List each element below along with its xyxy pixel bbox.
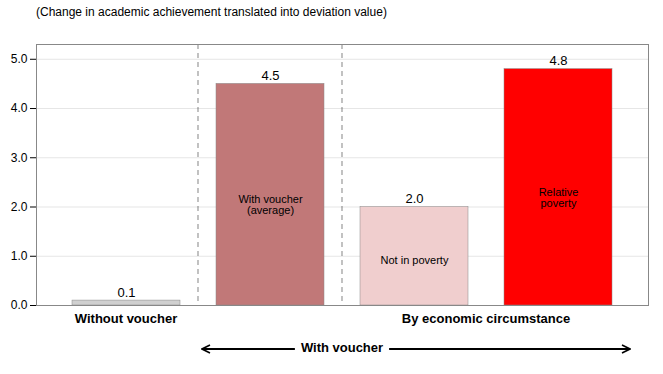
html-text:(Change in academic achievemen: (Change in academic achievement translat… — [36, 5, 387, 19]
svg-text:4.0: 4.0 — [11, 101, 28, 115]
svg-text:0.1: 0.1 — [117, 285, 135, 300]
svg-text:3.0: 3.0 — [11, 151, 28, 165]
svg-text:Without voucher: Without voucher — [75, 311, 177, 326]
svg-text:1.0: 1.0 — [11, 249, 28, 263]
svg-text:4.8: 4.8 — [549, 53, 567, 68]
svg-text:With voucher(average): With voucher(average) — [238, 193, 303, 216]
svg-text:Relativepoverty: Relativepoverty — [539, 186, 579, 209]
svg-text:0.0: 0.0 — [11, 298, 28, 312]
svg-text:4.5: 4.5 — [261, 68, 279, 83]
svg-text:5.0: 5.0 — [11, 52, 28, 66]
svg-text:By economic circumstance: By economic circumstance — [402, 311, 570, 326]
svg-text:With voucher: With voucher — [301, 340, 383, 355]
svg-text:2.0: 2.0 — [11, 200, 28, 214]
svg-text:2.0: 2.0 — [405, 191, 423, 206]
svg-text:Not in poverty: Not in poverty — [381, 254, 449, 266]
